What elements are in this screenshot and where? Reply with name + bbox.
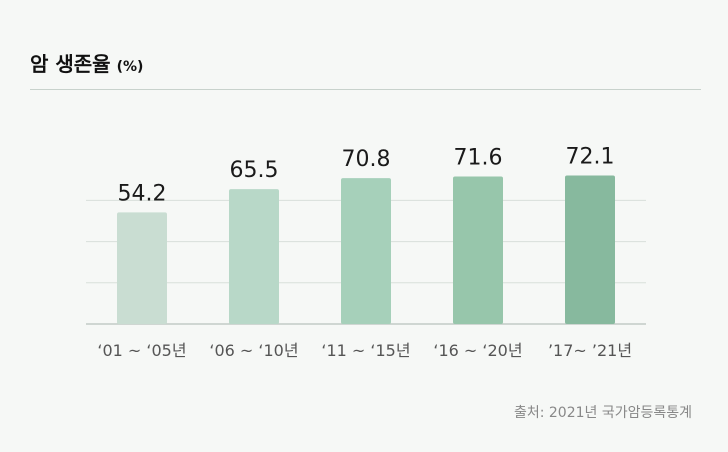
title-divider — [30, 89, 701, 90]
source-note: 출처: 2021년 국가암등록통계 — [513, 405, 692, 421]
data-label: 72.1 — [566, 144, 615, 169]
bar — [117, 212, 167, 324]
bar — [229, 189, 279, 324]
data-label: 65.5 — [230, 158, 279, 183]
bar — [565, 175, 615, 324]
bar — [341, 178, 391, 324]
chart-title-text: 암 생존율 — [30, 52, 111, 76]
x-tick-label: ‘06 ~ ‘10년 — [209, 341, 298, 360]
x-tick-label: ‘01 ~ ‘05년 — [97, 341, 186, 360]
chart-unit: (%) — [116, 59, 144, 75]
x-tick-label: ’17~ ’21년 — [548, 341, 632, 360]
x-tick-label: ‘11 ~ ‘15년 — [321, 341, 410, 360]
x-tick-label: ‘16 ~ ‘20년 — [433, 341, 522, 360]
data-label: 71.6 — [454, 146, 503, 171]
data-label: 54.2 — [118, 181, 167, 206]
bar — [453, 176, 503, 324]
data-label: 70.8 — [342, 147, 391, 172]
chart-title: 암 생존율 (%) — [30, 48, 143, 77]
